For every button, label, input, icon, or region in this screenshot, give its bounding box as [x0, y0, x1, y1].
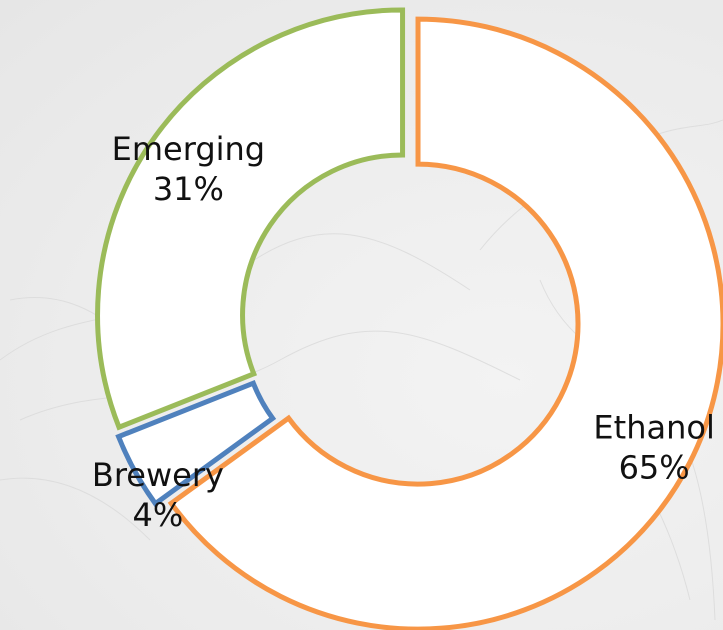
watermark-stroke [19, 330, 521, 421]
slice-value-brewery: 4% [133, 496, 184, 534]
slice-value-emerging: 31% [153, 170, 224, 208]
slice-label-brewery: Brewery [92, 456, 224, 494]
watermark-stroke [0, 477, 151, 541]
slice-label-emerging: Emerging [112, 130, 265, 168]
donut-slice-ethanol [167, 16, 723, 630]
donut-slices [95, 7, 723, 630]
slice-value-ethanol: 65% [619, 448, 690, 486]
slice-label-ethanol: Ethanol [593, 408, 714, 446]
donut-slice-brewery [115, 379, 277, 508]
donut-slice-emerging [95, 7, 406, 431]
